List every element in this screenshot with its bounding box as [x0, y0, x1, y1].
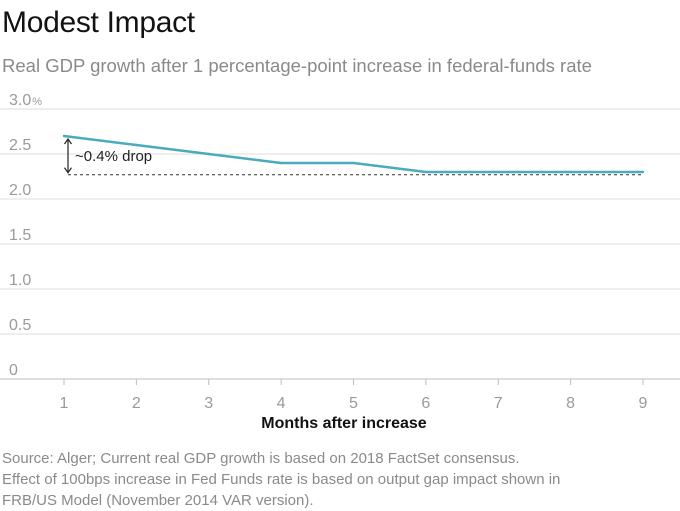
x-tick-label: 1: [60, 395, 69, 412]
data-point: [207, 152, 210, 156]
data-point: [497, 170, 500, 174]
x-tick-label: 6: [421, 395, 430, 412]
x-tick-label: 7: [494, 395, 503, 412]
data-point: [424, 170, 428, 174]
annotation-arrowhead-down: [64, 167, 72, 174]
x-tick-label: 2: [132, 395, 141, 412]
y-tick-label: 1.0: [9, 272, 31, 289]
data-point: [62, 134, 66, 138]
data-point: [641, 170, 645, 174]
data-point: [352, 161, 355, 165]
y-tick-label: 3.0%: [9, 92, 42, 109]
source-line: Source: Alger; Current real GDP growth i…: [2, 450, 520, 467]
source-note: Source: Alger; Current real GDP growth i…: [2, 448, 678, 511]
chart-subtitle: Real GDP growth after 1 percentage-point…: [2, 55, 592, 76]
x-tick-label: 5: [349, 395, 358, 412]
x-tick-label: 9: [639, 395, 648, 412]
source-line: FRB/US Model (November 2014 VAR version)…: [2, 492, 314, 509]
y-unit-label: %: [32, 96, 42, 108]
data-point: [135, 143, 138, 147]
annotation-arrowhead-up: [64, 137, 72, 145]
series-group: [62, 134, 645, 174]
gridlines: [0, 108, 680, 380]
x-axis-ticks: 1 2 3 4 5 6 7 8 9: [60, 379, 648, 412]
y-tick-label: 0: [9, 362, 18, 379]
source-line: Effect of 100bps increase in Fed Funds r…: [2, 471, 561, 488]
line-chart: 0 0.5 1.0 1.5 2.0 2.5 3.0% 1 2 3 4 5 6 7 8 9 ~0.4% dro…: [0, 92, 680, 432]
y-tick-label: 2.5: [9, 137, 31, 154]
chart-title: Modest Impact: [2, 6, 195, 39]
data-point: [279, 161, 283, 165]
x-tick-label: 4: [277, 395, 286, 412]
x-tick-label: 3: [204, 395, 213, 412]
annotation-text: ~0.4% drop: [75, 148, 152, 165]
data-point: [569, 170, 572, 174]
y-tick-label: 2.0: [9, 182, 31, 199]
y-axis-ticks: 0 0.5 1.0 1.5 2.0 2.5 3.0%: [9, 92, 42, 379]
y-tick-label: 1.5: [9, 227, 31, 244]
x-tick-label: 8: [566, 395, 575, 412]
y-tick-label: 0.5: [9, 317, 31, 334]
annotation-group: ~0.4% drop: [64, 137, 152, 174]
x-axis-label: Months after increase: [261, 415, 426, 432]
